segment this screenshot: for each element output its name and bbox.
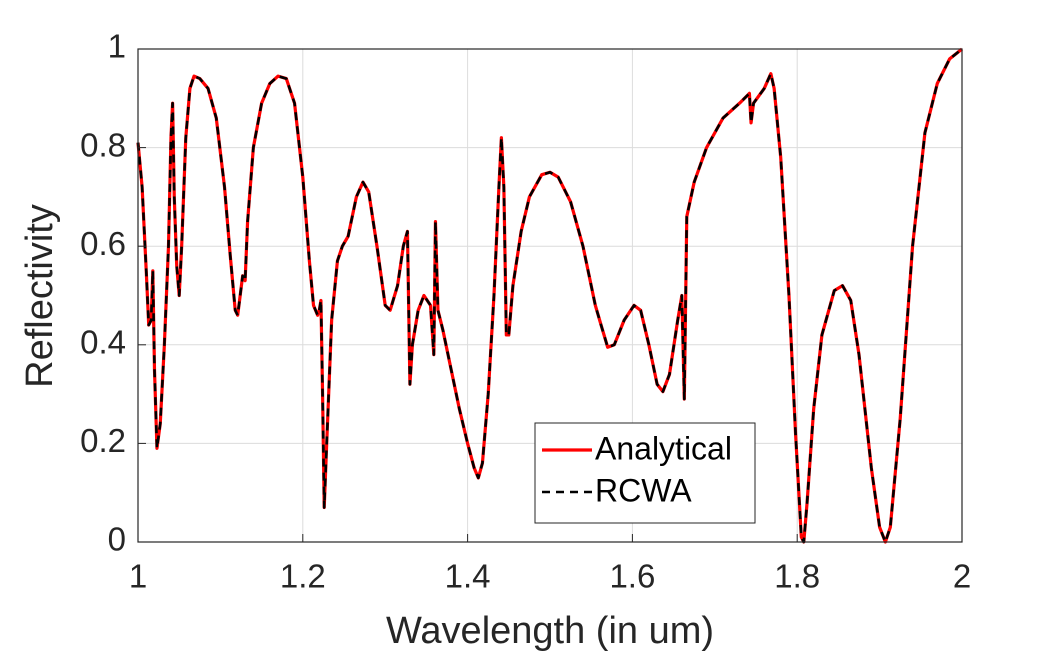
legend-label: RCWA: [595, 472, 692, 508]
y-tick-label: 0.6: [80, 225, 126, 262]
y-tick-label: 0.2: [80, 422, 126, 459]
x-tick-label: 1.8: [774, 558, 820, 595]
legend: Analytical RCWA: [534, 422, 756, 524]
legend-box: [534, 422, 756, 524]
x-tick-label: 1.4: [445, 558, 491, 595]
y-tick-label: 0.4: [80, 324, 126, 361]
y-tick-label: 1: [108, 28, 126, 65]
x-tick-label: 1.6: [609, 558, 655, 595]
x-tick-label: 1: [129, 558, 147, 595]
y-tick-label: 0: [108, 521, 126, 558]
x-tick-label: 1.2: [280, 558, 326, 595]
ticks: 1 1.2 1.4 1.6 1.8 2 0 0.2 0.4 0.6 0.8 1: [80, 28, 971, 595]
x-tick-label: 2: [953, 558, 971, 595]
series-line: [136, 47, 963, 544]
legend-label: Analytical: [595, 430, 732, 466]
x-axis-label: Wavelength (in um): [386, 610, 714, 652]
lines: [136, 47, 963, 544]
y-tick-label: 0.8: [80, 126, 126, 163]
y-axis-label: Reflectivity: [19, 204, 61, 388]
plot-frame: [137, 48, 963, 543]
